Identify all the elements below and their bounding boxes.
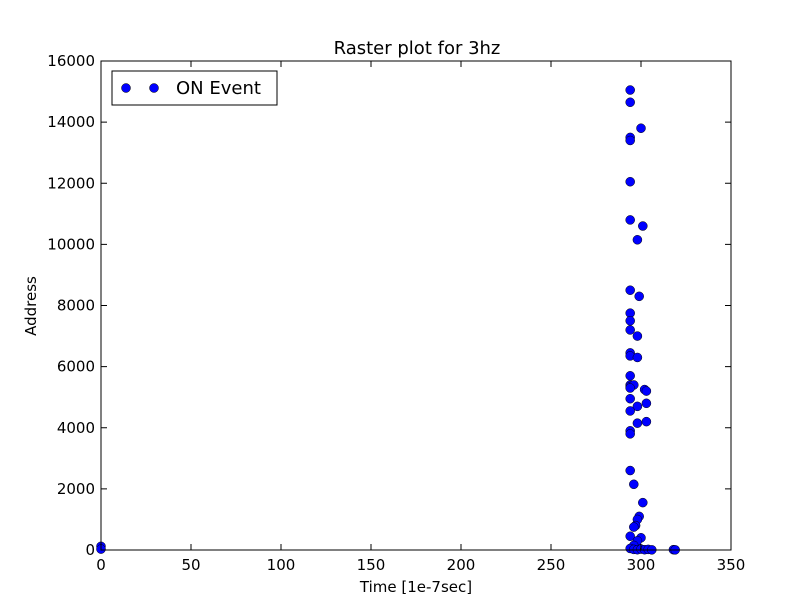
y-tick-label: 2000 [57,480,95,498]
data-point [625,465,635,476]
data-point [632,352,643,363]
x-tick-label: 300 [627,556,656,574]
data-point [625,215,635,225]
data-point [625,97,635,108]
y-tick-label: 0 [85,541,95,559]
data-point [632,235,643,245]
ticks-layer: 0 50 100 150 200 250 300 350 0 2000 4000 6000 8000 10… [47,52,745,574]
data-point [641,416,652,427]
x-tick-label: 50 [181,556,200,574]
y-tick-label: 6000 [57,358,95,376]
y-tick-label: 4000 [57,419,95,437]
data-point [625,383,635,393]
data-point [625,85,635,95]
x-tick-label: 100 [267,556,296,574]
data-point [625,285,635,295]
plot-frame [100,60,732,551]
data-point [625,371,635,381]
x-axis-label: Time [1e-7sec] [359,578,472,596]
data-point [629,479,639,490]
chart-title: Raster plot for 3hz [334,38,501,59]
data-point [641,398,652,409]
data-point [638,497,648,508]
data-point [632,331,643,341]
data-point [629,522,639,532]
data-point [638,221,648,231]
x-tick-label: 250 [537,556,566,574]
x-tick-label: 0 [96,556,106,574]
y-tick-label: 10000 [47,235,95,253]
data-point [625,531,635,541]
legend-box [111,70,278,106]
legend-label: ON Event [176,78,261,99]
data-point [636,123,646,133]
data-point [625,406,635,416]
data-point [625,325,635,335]
data-point [632,418,643,428]
data-point [625,316,635,326]
legend: ON Event [111,70,278,106]
data-point [632,401,643,412]
x-tick-label: 350 [717,556,746,574]
data-point [625,393,635,404]
y-tick-label: 8000 [57,297,95,315]
data-point [634,291,644,302]
data-point [641,386,652,396]
legend-marker-right [149,83,159,93]
data-point [625,176,635,187]
data-point [625,429,635,439]
x-tick-label: 150 [357,556,386,574]
points-layer [96,85,680,555]
x-tick-label: 200 [447,556,476,574]
y-axis-label: Address [22,276,40,336]
y-tick-label: 16000 [47,52,95,70]
legend-marker-left [121,83,131,93]
y-tick-label: 14000 [47,113,95,131]
y-tick-label: 12000 [47,174,95,192]
data-point [625,135,635,146]
